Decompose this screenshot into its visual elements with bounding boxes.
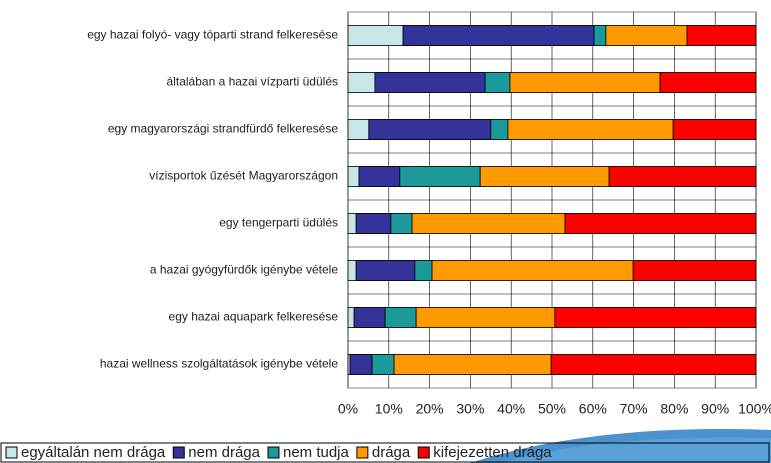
legend-box <box>0 442 770 463</box>
bar-segment <box>490 118 509 141</box>
bar-segment <box>358 165 401 188</box>
bar-segment <box>431 259 634 282</box>
bar-segment <box>355 212 392 235</box>
legend-label: nem tudja <box>283 444 350 461</box>
legend-swatch <box>417 446 430 459</box>
x-tick-label: 80% <box>660 401 688 417</box>
bar-segment <box>686 24 757 47</box>
bar-segment <box>374 71 486 94</box>
y-tick-label: egy hazai folyó- vagy tóparti strand fel… <box>87 28 338 42</box>
bar-segment <box>368 118 492 141</box>
y-tick-label: vízisportok űzését Magyarországon <box>149 169 338 183</box>
bar-segment <box>608 165 757 188</box>
y-tick-label: általában a hazai vízparti üdülés <box>167 75 338 89</box>
bar-segment <box>347 71 376 94</box>
legend-label: nem drága <box>188 444 260 461</box>
bar-segment <box>414 259 433 282</box>
bar-segment <box>593 24 607 47</box>
bar-segment <box>349 353 373 376</box>
x-tick-label: 100% <box>738 401 771 417</box>
bar-segment <box>390 212 413 235</box>
legend-label: drága <box>372 444 411 461</box>
bar-segment <box>672 118 757 141</box>
bar-segment <box>347 118 370 141</box>
bar-segment <box>355 259 416 282</box>
x-tick-label: 20% <box>416 401 444 417</box>
bar-segment <box>402 24 595 47</box>
y-tick-label: egy magyarországi strandfürdő felkeresés… <box>108 122 338 136</box>
y-tick-label: hazai wellness szolgáltatások igénybe vé… <box>100 357 338 371</box>
legend-swatch <box>5 446 18 459</box>
y-tick-label: egy hazai aquapark felkeresése <box>169 310 339 324</box>
bar-segment <box>484 71 511 94</box>
x-tick-label: 60% <box>579 401 607 417</box>
bar-segment <box>605 24 688 47</box>
bar-segment <box>479 165 610 188</box>
bar-segment <box>415 306 556 329</box>
x-tick-label: 70% <box>620 401 648 417</box>
legend-swatch <box>267 446 280 459</box>
bar-segment <box>347 306 355 329</box>
legend-swatch <box>172 446 185 459</box>
decoration <box>500 437 771 463</box>
bar-segment <box>353 306 386 329</box>
bar-segment <box>347 259 357 282</box>
bar-segment <box>411 212 566 235</box>
y-tick-label: egy tengerparti üdülés <box>219 216 338 230</box>
bar-segment <box>507 118 674 141</box>
legend: egyáltalán nem drága nem drága nem tudja dr… <box>5 444 552 461</box>
legend-label: kifejezetten drága <box>433 444 552 461</box>
bar-segment <box>550 353 757 376</box>
bar-segment <box>554 306 757 329</box>
x-tick-label: 50% <box>538 401 566 417</box>
legend-label: egyáltalán nem drága <box>21 444 166 461</box>
x-tick-label: 30% <box>456 401 484 417</box>
x-tick-label: 0% <box>338 401 358 417</box>
x-tick-label: 40% <box>497 401 525 417</box>
bar-segment <box>564 212 757 235</box>
bar-segment <box>347 212 357 235</box>
bar-segment <box>347 24 404 47</box>
bar-segment <box>659 71 757 94</box>
legend-swatch <box>356 446 369 459</box>
bar-segment <box>399 165 481 188</box>
x-tick-label: 10% <box>375 401 403 417</box>
bar-segment <box>371 353 395 376</box>
bar-segment <box>393 353 552 376</box>
bar-segment <box>347 165 360 188</box>
x-tick-label: 90% <box>701 401 729 417</box>
bar-segment <box>632 259 757 282</box>
y-tick-label: a hazai gyógyfürdők igénybe vétele <box>150 263 338 277</box>
bar-segment <box>384 306 417 329</box>
bar-segment <box>509 71 661 94</box>
